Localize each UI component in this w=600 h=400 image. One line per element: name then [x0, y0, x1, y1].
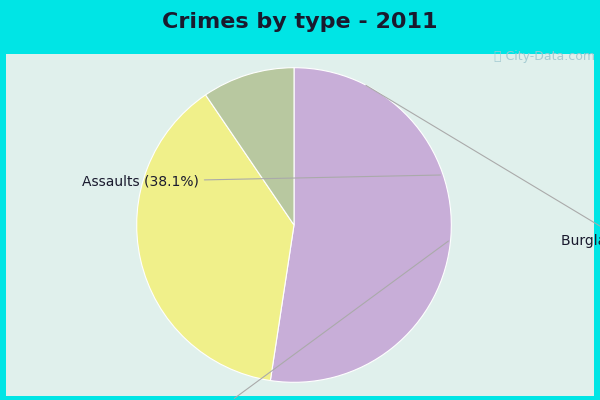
Wedge shape	[271, 68, 451, 382]
Wedge shape	[206, 68, 294, 225]
Text: Crimes by type - 2011: Crimes by type - 2011	[162, 12, 438, 32]
Text: ⓘ City-Data.com: ⓘ City-Data.com	[494, 50, 595, 63]
Text: Burglaries (52.4%): Burglaries (52.4%)	[366, 85, 600, 248]
Text: Assaults (38.1%): Assaults (38.1%)	[82, 174, 440, 188]
Text: Thefts (9.5%): Thefts (9.5%)	[172, 241, 448, 400]
Wedge shape	[137, 95, 294, 380]
